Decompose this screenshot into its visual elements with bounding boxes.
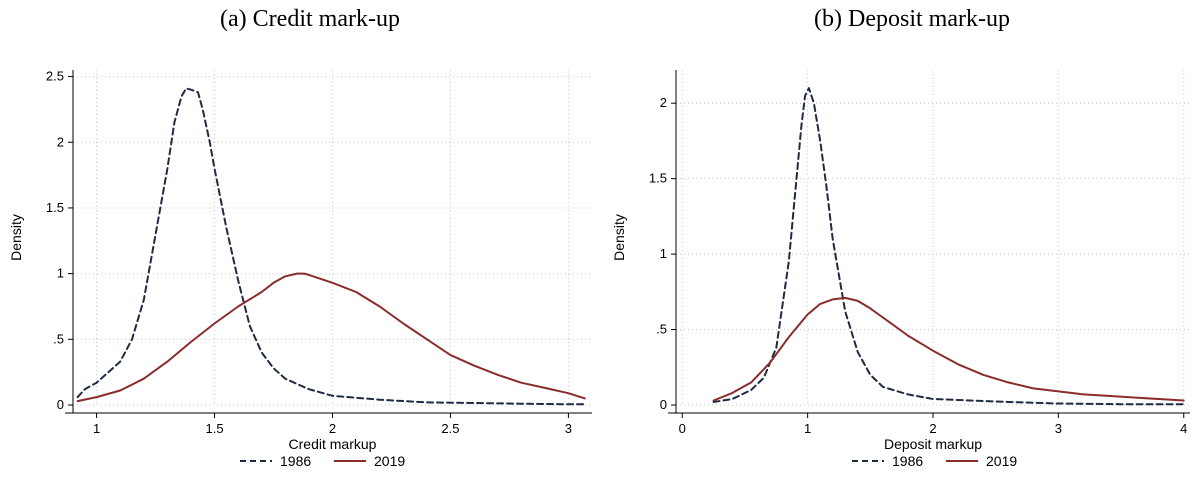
credit-legend-label-1986: 1986 [280, 453, 311, 469]
deposit-x-axis-title: Deposit markup [884, 436, 982, 452]
deposit-legend-label-1986: 1986 [892, 453, 923, 469]
deposit-y-tick-label: .5 [656, 322, 667, 337]
credit-x-tick-label: 3 [565, 421, 572, 436]
credit-y-tick-label: 1.5 [46, 200, 64, 215]
deposit-y-axis-title: Density [611, 214, 627, 261]
credit-x-tick-label: 2.5 [441, 421, 459, 436]
deposit-y-tick-label: 0 [660, 397, 667, 412]
credit-x-tick-label: 1 [93, 421, 100, 436]
deposit-y-tick-label: 1 [660, 246, 667, 261]
credit-x-axis-title: Credit markup [289, 436, 377, 452]
deposit-y-tick-label: 2 [660, 95, 667, 110]
credit-y-tick-label: 2.5 [46, 69, 64, 84]
panel-a-title: (a) Credit mark-up [220, 6, 400, 32]
deposit-x-tick-label: 1 [804, 421, 811, 436]
credit-y-tick-label: 1 [57, 266, 64, 281]
credit-y-axis-title: Density [8, 214, 24, 261]
deposit-y-tick-label: 1.5 [649, 171, 667, 186]
deposit-series-1986-line [712, 87, 1185, 406]
panel-b-title: (b) Deposit mark-up [814, 6, 1010, 32]
credit-y-tick-label: 2 [57, 134, 64, 149]
deposit-x-tick-label: 4 [1180, 421, 1187, 436]
deposit-x-tick-label: 3 [1055, 421, 1062, 436]
deposit-x-tick-label: 2 [929, 421, 936, 436]
deposit-series-2019-line [712, 296, 1185, 402]
credit-y-tick-label: 0 [57, 397, 64, 412]
credit-series-1986-line [76, 87, 586, 406]
credit-x-tick-label: 1.5 [206, 421, 224, 436]
credit-y-tick-label: .5 [53, 331, 64, 346]
credit-series-2019-line [76, 272, 586, 403]
credit-x-tick-label: 2 [329, 421, 336, 436]
deposit-legend-label-2019: 2019 [986, 453, 1017, 469]
credit-legend-label-2019: 2019 [374, 453, 405, 469]
deposit-x-tick-label: 0 [679, 421, 686, 436]
